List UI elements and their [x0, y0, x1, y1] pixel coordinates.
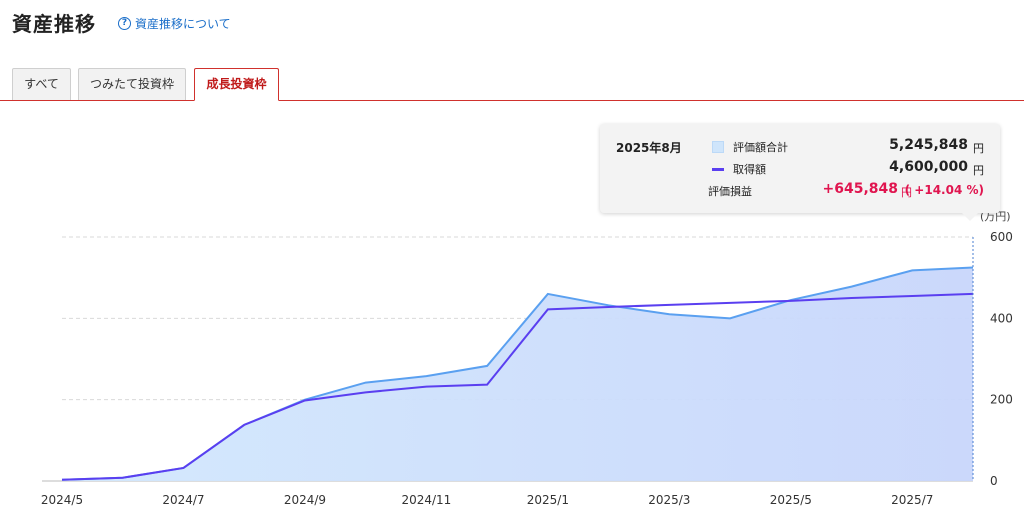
tooltip-cost-value: 4,600,000: [889, 159, 968, 175]
tooltip-gain-unit: 円: [901, 186, 912, 199]
x-tick-label: 2024/7: [162, 493, 204, 507]
x-tick-label: 2024/9: [284, 493, 326, 507]
tooltip-row-total: 評価額合計 5,245,848 円: [712, 137, 984, 156]
x-tick-label: 2024/5: [41, 493, 83, 507]
area-fill-total: [62, 267, 973, 481]
tab-growth[interactable]: 成長投資枠: [194, 68, 279, 101]
tooltip-gain-percent: ( +14.04 %): [904, 183, 984, 197]
y-tick-label: 400: [990, 311, 1013, 325]
tooltip-month: 2025年8月: [616, 141, 682, 155]
tooltip-total-value: 5,245,848: [889, 137, 968, 153]
x-tick-label: 2025/3: [648, 493, 690, 507]
tooltip-cost-label: 取得額: [733, 163, 766, 176]
series-line-cost: [61, 292, 974, 481]
help-link-label: 資産推移について: [135, 17, 231, 31]
x-tick-label: 2025/5: [770, 493, 812, 507]
tooltip-total-label: 評価額合計: [733, 141, 788, 154]
line-legend-swatch: [712, 168, 724, 171]
page-title: 資産推移: [12, 12, 96, 36]
tooltip-gain-value: +645,848: [822, 181, 899, 197]
asset-chart: 0 200 400 600 (万円) 2024/5 2024/7 2024/9 2024/11 2…: [41, 210, 1013, 507]
x-tick-label: 2025/7: [891, 493, 933, 507]
tab-tsumitate[interactable]: つみたて投資枠: [78, 68, 186, 100]
y-tick-label: 0: [990, 474, 998, 488]
x-tick-label: 2025/1: [527, 493, 569, 507]
x-tick-label: 2024/11: [401, 493, 451, 507]
tooltip-row-gain: 評価損益 +645,848 円 ( +14.04 %): [708, 181, 984, 200]
tooltip-row-cost: 取得額 4,600,000 円: [712, 159, 984, 178]
tab-underline: [0, 100, 1024, 101]
tooltip-gain-label: 評価損益: [708, 185, 752, 198]
area-legend-swatch: [712, 141, 724, 153]
tooltip: 2025年8月 評価額合計 5,245,848 円 取得額 4,600,000 …: [600, 124, 1000, 221]
question-circle-icon: ?: [118, 17, 131, 30]
tooltip-total-unit: 円: [973, 142, 984, 155]
tab-bar: すべて つみたて投資枠 成長投資枠: [0, 68, 1024, 101]
y-tick-label: 600: [990, 230, 1013, 244]
tab-all[interactable]: すべて: [12, 68, 71, 100]
help-link[interactable]: ? 資産推移について: [118, 15, 231, 32]
y-tick-label: 200: [990, 393, 1013, 407]
tooltip-cost-unit: 円: [973, 164, 984, 177]
y-unit-label: (万円): [980, 210, 1011, 223]
